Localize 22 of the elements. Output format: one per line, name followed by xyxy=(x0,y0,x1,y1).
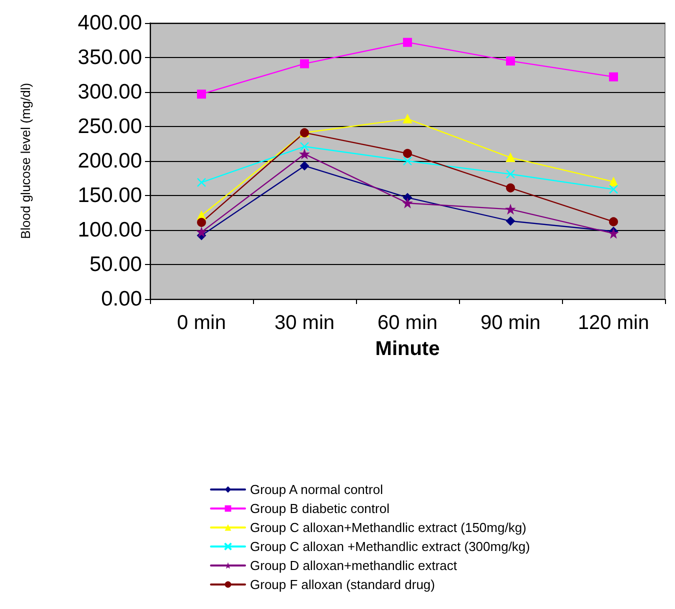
legend-label: Group D alloxan+methandlic extract xyxy=(250,558,458,573)
legend-label: Group C alloxan+Methandlic extract (150mg/kg) xyxy=(250,520,526,535)
y-tick-label: 0.00 xyxy=(101,288,142,310)
x-tick-label: 60 min xyxy=(377,312,438,334)
x-tick-label: 0 min xyxy=(177,312,226,334)
legend-label: Group C alloxan +Methandlic extract (300mg/kg) xyxy=(250,539,530,554)
y-tick-label: 400.00 xyxy=(78,12,142,34)
y-tick-label: 150.00 xyxy=(78,184,142,207)
y-tick-label: 200.00 xyxy=(78,150,142,172)
y-tick-label: 50.00 xyxy=(89,253,142,276)
y-tick-label: 300.00 xyxy=(78,80,142,104)
y-axis-title: Blood glucose level (mg/dl) xyxy=(18,82,33,240)
legend-label: Group B diabetic control xyxy=(250,501,390,516)
legend-label: Group F alloxan (standard drug) xyxy=(250,577,435,592)
x-tick-label: 30 min xyxy=(274,312,335,334)
y-tick-label: 350.00 xyxy=(78,46,142,69)
x-axis-title: Minute xyxy=(375,338,440,360)
x-tick-label: 90 min xyxy=(480,312,541,334)
y-tick-label: 250.00 xyxy=(78,115,142,138)
x-tick-label: 120 min xyxy=(578,312,650,334)
legend-label: Group A normal control xyxy=(250,482,384,497)
y-tick-label: 100.00 xyxy=(78,218,142,242)
